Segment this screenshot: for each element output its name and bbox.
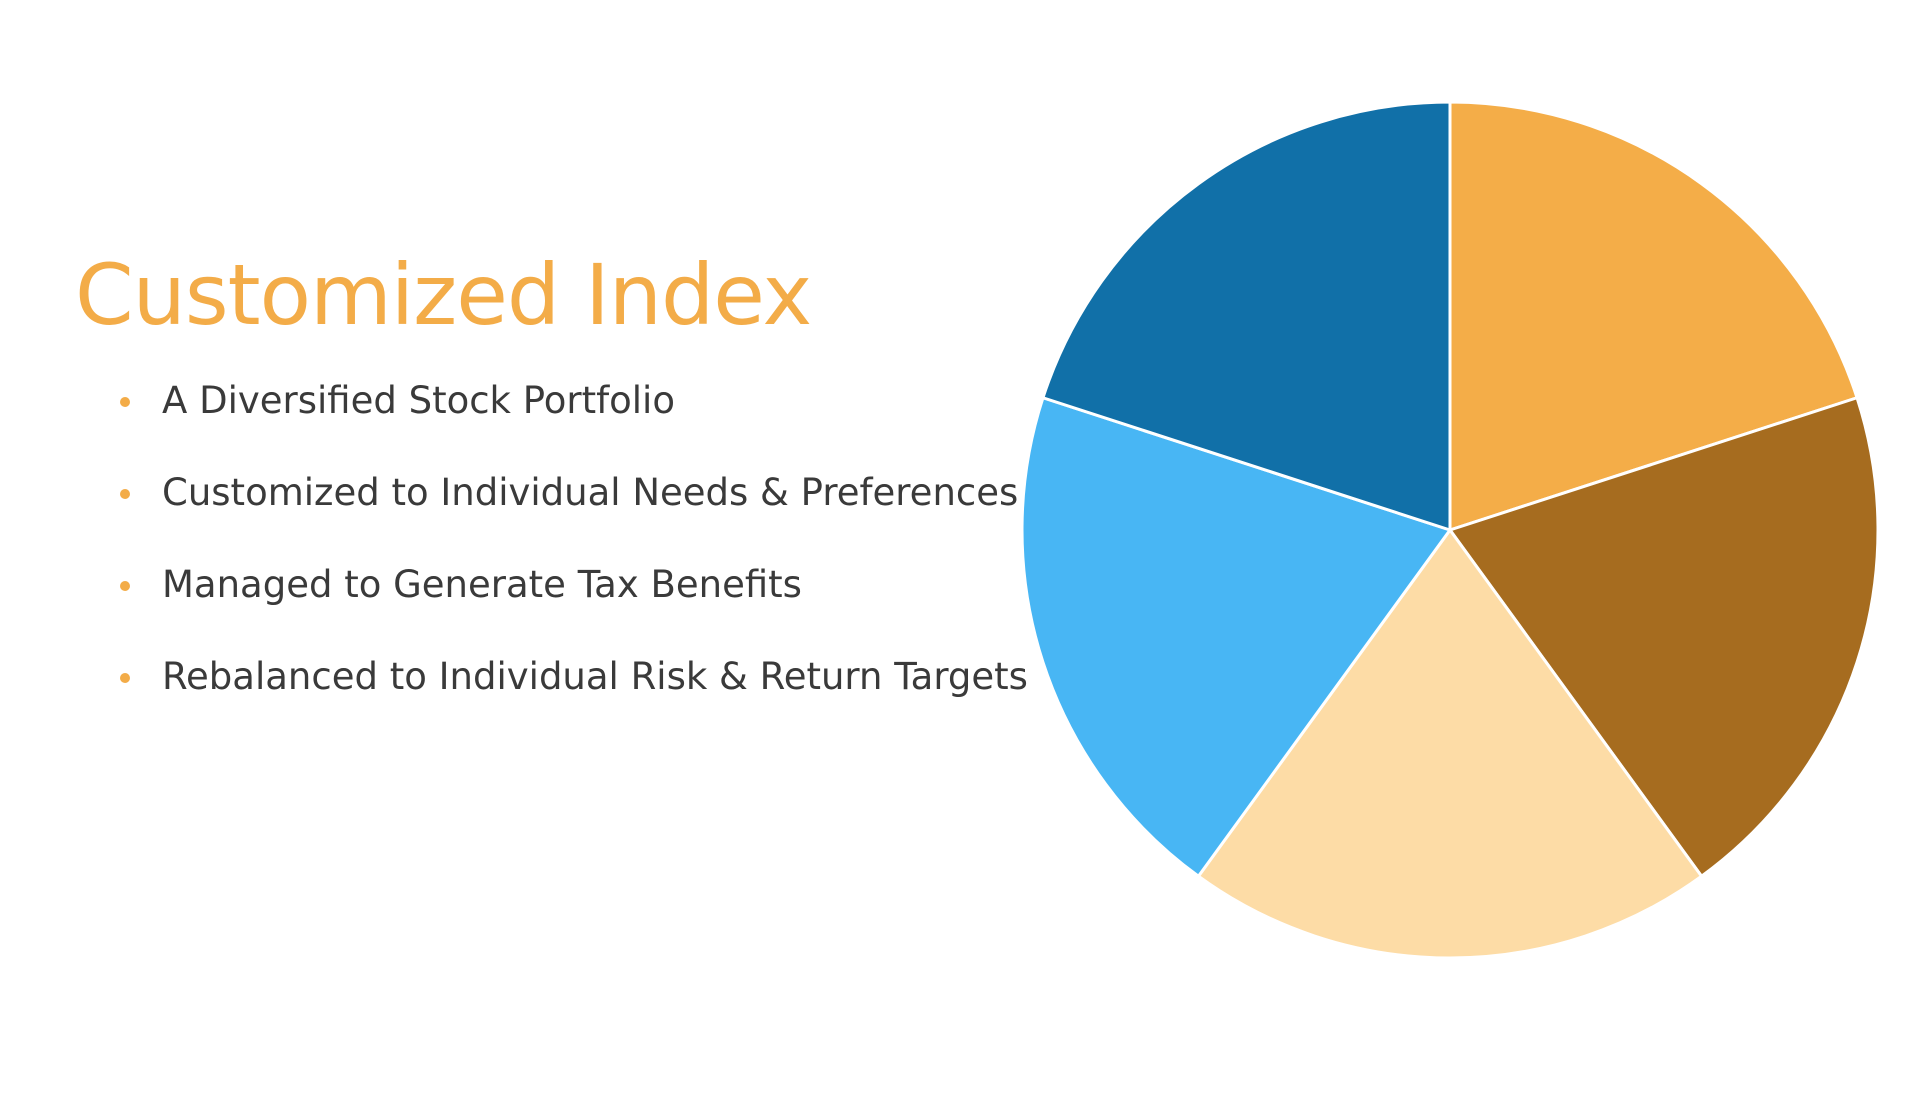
bullet-dot-icon <box>120 397 130 407</box>
page-title: Customized Index <box>75 246 812 344</box>
list-item: Managed to Generate Tax Benefits <box>120 559 1028 651</box>
pie-slice-4 <box>1020 396 1452 878</box>
bullet-dot-icon <box>120 673 130 683</box>
bullet-dot-icon <box>120 489 130 499</box>
pie-chart <box>1020 100 1880 960</box>
list-item: Customized to Individual Needs & Prefere… <box>120 467 1028 559</box>
pie-slice-1 <box>1448 100 1859 532</box>
list-item: A Diversified Stock Portfolio <box>120 375 1028 467</box>
bullet-text: Managed to Generate Tax Benefits <box>162 563 802 606</box>
bullet-text: Customized to Individual Needs & Prefere… <box>162 471 1019 514</box>
bullet-text: Rebalanced to Individual Risk & Return T… <box>162 655 1028 698</box>
bullet-dot-icon <box>120 581 130 591</box>
pie-slice-2 <box>1448 396 1880 878</box>
pie-slice-5 <box>1041 100 1452 532</box>
list-item: Rebalanced to Individual Risk & Return T… <box>120 651 1028 743</box>
pie-slice-3 <box>1196 528 1704 960</box>
bullet-list: A Diversified Stock Portfolio Customized… <box>120 375 1028 743</box>
bullet-text: A Diversified Stock Portfolio <box>162 379 675 422</box>
